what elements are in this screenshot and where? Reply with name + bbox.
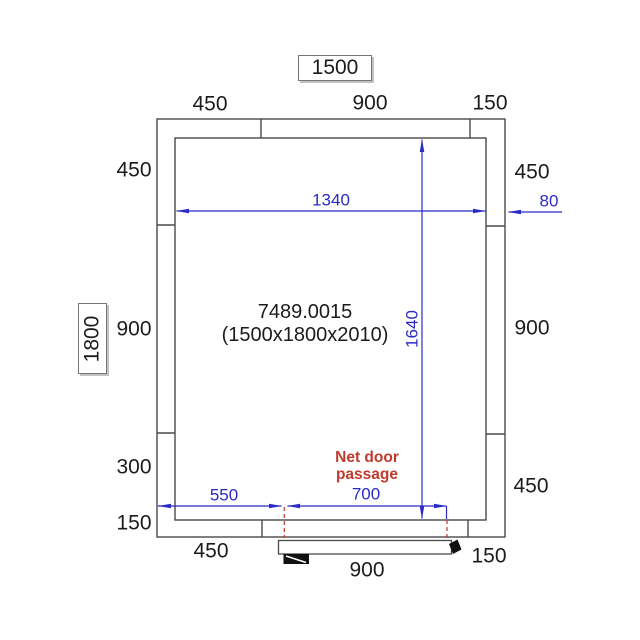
dim-top-panel-3: 150 — [472, 91, 508, 115]
dim-top-panel-2: 900 — [352, 91, 388, 115]
dim-door-offset-label: 550 — [209, 485, 239, 505]
overall-depth-tag: 1800 — [78, 303, 107, 374]
dim-top-panel-1: 450 — [192, 92, 228, 116]
dim-right-panel-3: 450 — [513, 474, 549, 498]
net-door-passage-note-line1: Net door — [335, 449, 399, 466]
net-door-passage-note-line2: passage — [335, 466, 399, 483]
dim-left-panel-1: 450 — [116, 158, 152, 182]
product-dimensions: (1500x1800x2010) — [221, 324, 389, 346]
wall-outline — [156, 118, 506, 538]
outer-wall-rect — [156, 118, 506, 538]
overall-width-tag: 1500 — [298, 55, 372, 81]
overall-depth-value: 1800 — [80, 315, 104, 362]
dim-inner-width-label: 1340 — [312, 190, 350, 210]
product-label: 7489.0015 (1500x1800x2010) — [222, 301, 389, 347]
overall-width-value: 1500 — [311, 56, 359, 79]
door-slab — [277, 539, 453, 555]
dim-bottom-panel-3: 150 — [471, 544, 507, 568]
dim-right-panel-1: 450 — [514, 160, 550, 184]
dim-line-net-passage — [287, 505, 448, 519]
dim-left-panel-2: 900 — [116, 317, 152, 341]
panel-joint-ticks — [157, 119, 505, 537]
dim-left-panel-3: 300 — [116, 455, 152, 479]
inner-wall-rect — [174, 137, 487, 521]
dim-wall-thickness-label: 80 — [539, 191, 559, 211]
door-hinge — [449, 539, 462, 554]
door-passage-extent-lines — [283, 507, 448, 538]
dim-bottom-panel-1: 450 — [193, 539, 229, 563]
dimension-lines — [158, 139, 562, 519]
net-door-passage-note: Net door passage — [335, 449, 399, 483]
dim-bottom-panel-2: 900 — [349, 558, 385, 582]
dim-left-panel-4: 150 — [116, 511, 152, 535]
dim-right-panel-2: 900 — [514, 316, 550, 340]
door — [277, 539, 462, 564]
dim-inner-height-label: 1640 — [402, 310, 422, 348]
product-code: 7489.0015 — [257, 301, 353, 323]
dim-net-passage-label: 700 — [351, 484, 381, 504]
door-handle-highlight — [285, 555, 307, 564]
